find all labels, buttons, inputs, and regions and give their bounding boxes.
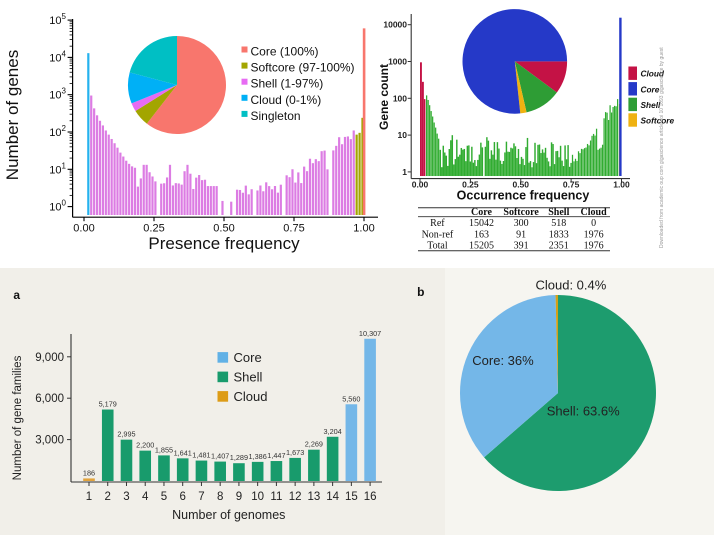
svg-text:10: 10: [251, 491, 264, 503]
svg-text:1,855: 1,855: [155, 445, 173, 454]
svg-text:0.50: 0.50: [213, 223, 234, 235]
svg-text:0.25: 0.25: [462, 180, 479, 190]
svg-text:186: 186: [83, 468, 95, 477]
svg-text:9,000: 9,000: [35, 352, 64, 364]
svg-text:5: 5: [161, 491, 167, 503]
svg-text:1976: 1976: [584, 229, 604, 240]
svg-text:Total: Total: [427, 240, 448, 251]
svg-text:1: 1: [402, 167, 407, 177]
svg-text:15042: 15042: [469, 218, 494, 229]
svg-text:7: 7: [198, 491, 204, 503]
svg-text:Presence frequency: Presence frequency: [148, 234, 300, 253]
svg-text:1,673: 1,673: [286, 448, 304, 457]
svg-text:14: 14: [326, 491, 339, 503]
svg-text:3: 3: [123, 491, 129, 503]
svg-text:Softcore: Softcore: [641, 116, 675, 126]
svg-text:Shell (1-97%): Shell (1-97%): [251, 77, 324, 91]
svg-text:1,386: 1,386: [249, 452, 267, 461]
svg-text:16: 16: [364, 491, 377, 503]
svg-text:1.00: 1.00: [613, 180, 630, 190]
svg-text:1,641: 1,641: [174, 448, 192, 457]
svg-text:Core: Core: [234, 350, 262, 365]
svg-text:1: 1: [86, 491, 92, 503]
svg-text:300: 300: [514, 218, 529, 229]
svg-text:100: 100: [393, 93, 407, 103]
svg-text:1,289: 1,289: [230, 453, 248, 462]
svg-text:9: 9: [236, 491, 242, 503]
svg-text:Shell: Shell: [548, 207, 569, 218]
svg-text:Gene count: Gene count: [377, 64, 391, 130]
svg-text:2,200: 2,200: [136, 441, 154, 450]
svg-text:3,000: 3,000: [35, 435, 64, 447]
svg-text:11: 11: [270, 491, 282, 503]
svg-text:2,269: 2,269: [305, 440, 323, 449]
svg-text:1,481: 1,481: [192, 451, 210, 460]
svg-text:15205: 15205: [469, 240, 494, 251]
svg-text:Cloud (0-1%): Cloud (0-1%): [251, 93, 322, 107]
svg-text:2351: 2351: [549, 240, 569, 251]
svg-text:8: 8: [217, 491, 223, 503]
svg-text:10000: 10000: [383, 20, 407, 30]
svg-text:6: 6: [179, 491, 185, 503]
svg-text:0.25: 0.25: [143, 223, 164, 235]
svg-text:b: b: [417, 285, 424, 299]
svg-text:10,307: 10,307: [359, 329, 381, 338]
svg-text:Softcore: Softcore: [503, 207, 539, 218]
svg-text:Non-ref: Non-ref: [422, 229, 454, 240]
svg-text:1,407: 1,407: [211, 452, 229, 461]
svg-text:Core: Core: [471, 207, 492, 218]
svg-text:Shell: Shell: [234, 370, 263, 385]
svg-text:91: 91: [516, 229, 526, 240]
svg-text:1000: 1000: [388, 57, 407, 67]
svg-text:Shell: Shell: [641, 100, 662, 110]
svg-text:10: 10: [398, 130, 408, 140]
svg-text:13: 13: [307, 491, 320, 503]
svg-text:391: 391: [514, 240, 529, 251]
svg-text:Ref: Ref: [430, 218, 445, 229]
svg-text:Singleton: Singleton: [251, 109, 301, 123]
svg-text:6,000: 6,000: [35, 393, 64, 405]
svg-text:163: 163: [474, 229, 489, 240]
svg-text:Cloud: 0.4%: Cloud: 0.4%: [535, 278, 606, 293]
svg-text:0.00: 0.00: [73, 223, 94, 235]
svg-text:4: 4: [142, 491, 149, 503]
svg-text:1,447: 1,447: [267, 451, 285, 460]
svg-text:a: a: [13, 288, 20, 302]
svg-text:5,179: 5,179: [99, 400, 117, 409]
svg-text:Cloud: Cloud: [234, 389, 268, 404]
svg-text:Occurrence frequency: Occurrence frequency: [457, 189, 590, 203]
svg-text:1976: 1976: [584, 240, 604, 251]
svg-text:Core: Core: [641, 84, 660, 94]
svg-text:0.75: 0.75: [563, 180, 580, 190]
svg-text:518: 518: [551, 218, 566, 229]
svg-text:2,995: 2,995: [117, 430, 135, 439]
svg-text:Shell: 63.6%: Shell: 63.6%: [547, 404, 620, 419]
svg-text:Cloud: Cloud: [641, 69, 665, 79]
svg-text:0.50: 0.50: [512, 180, 529, 190]
svg-text:1833: 1833: [549, 229, 569, 240]
svg-text:Number of gene families: Number of gene families: [12, 355, 24, 480]
svg-text:Downloaded from academic oup c: Downloaded from academic oup com gigasci…: [659, 47, 665, 248]
svg-text:Number of genomes: Number of genomes: [172, 508, 285, 522]
svg-text:Core: 36%: Core: 36%: [472, 353, 534, 368]
svg-text:5,560: 5,560: [342, 394, 360, 403]
svg-text:Cloud: Cloud: [581, 207, 608, 218]
svg-text:Softcore (97-100%): Softcore (97-100%): [251, 61, 355, 75]
svg-text:0: 0: [591, 218, 596, 229]
svg-text:2: 2: [105, 491, 111, 503]
svg-text:0.00: 0.00: [412, 180, 429, 190]
svg-text:3,204: 3,204: [323, 427, 341, 436]
svg-text:1.00: 1.00: [353, 223, 374, 235]
svg-text:15: 15: [345, 491, 358, 503]
svg-text:Number of genes: Number of genes: [3, 50, 22, 180]
svg-text:12: 12: [289, 491, 302, 503]
svg-text:0.75: 0.75: [283, 223, 304, 235]
svg-text:Core (100%): Core (100%): [251, 45, 319, 59]
